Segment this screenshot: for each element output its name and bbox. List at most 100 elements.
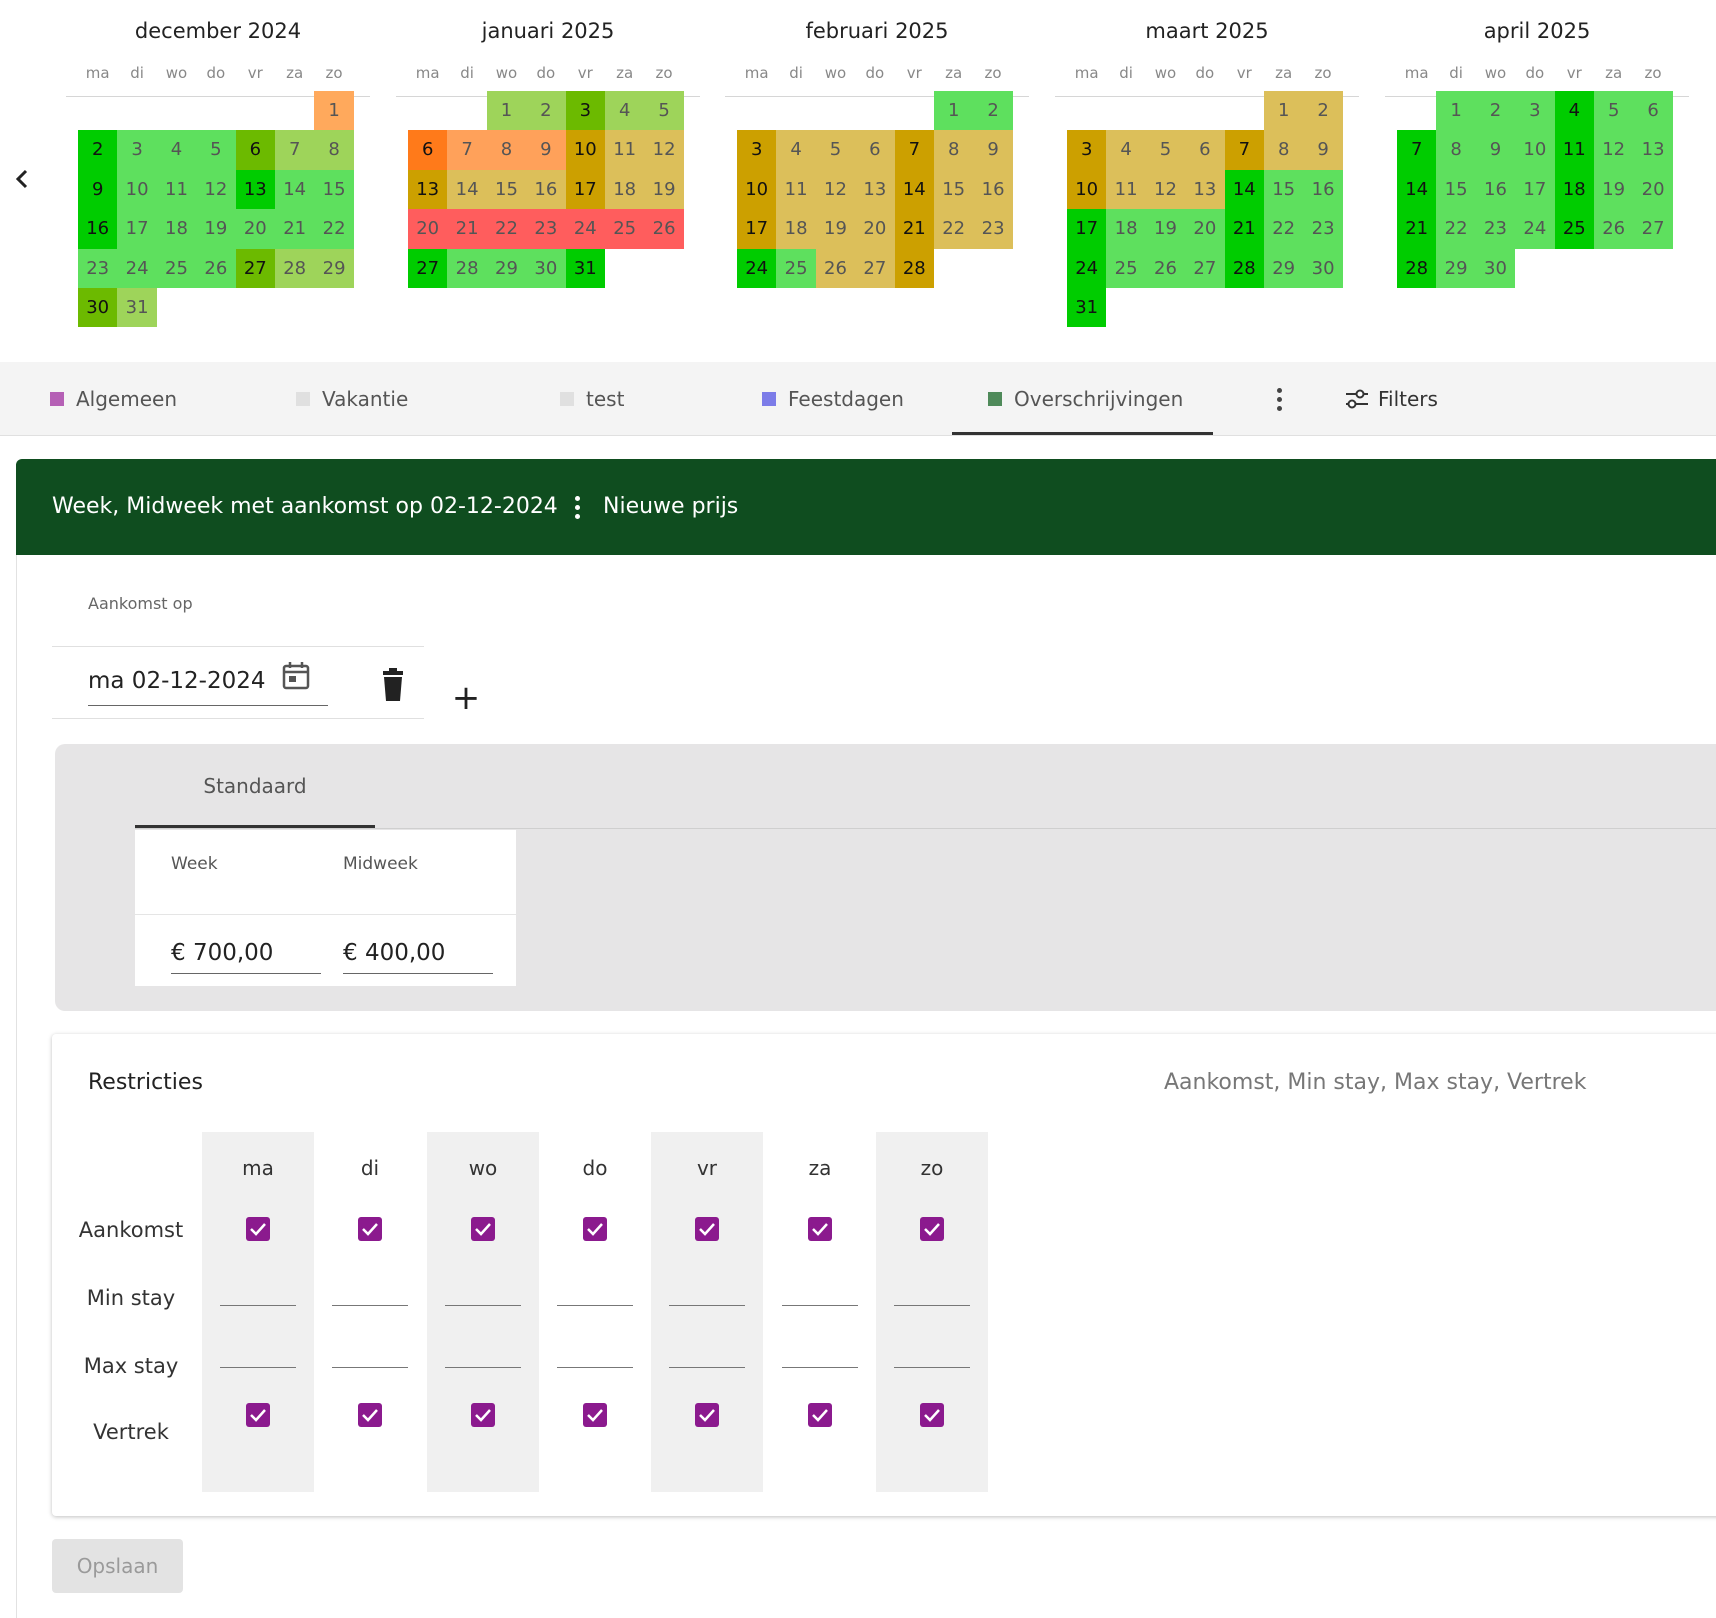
calendar-day[interactable]: 7 bbox=[447, 130, 487, 170]
calendar-day[interactable]: 27 bbox=[408, 248, 448, 288]
calendar-day[interactable]: 29 bbox=[486, 248, 527, 288]
calendar-day[interactable]: 18 bbox=[156, 209, 197, 249]
calendar-day[interactable]: 22 bbox=[934, 209, 974, 249]
calendar-day[interactable]: 16 bbox=[526, 169, 566, 210]
calendar-day[interactable]: 20 bbox=[1633, 169, 1673, 210]
calendar-day[interactable]: 12 bbox=[1594, 130, 1634, 170]
tab-algemeen[interactable]: Algemeen bbox=[50, 362, 177, 436]
arrival-checkbox[interactable] bbox=[246, 1217, 270, 1241]
calendar-day[interactable]: 12 bbox=[815, 169, 856, 210]
calendar-day[interactable]: 13 bbox=[1633, 130, 1673, 170]
calendar-day[interactable]: 7 bbox=[1397, 130, 1437, 170]
departure-checkbox[interactable] bbox=[920, 1403, 944, 1427]
tab-vakantie[interactable]: Vakantie bbox=[296, 362, 408, 436]
departure-checkbox[interactable] bbox=[583, 1403, 607, 1427]
panel-menu-button[interactable] bbox=[559, 459, 595, 555]
new-price-button[interactable]: Nieuwe prijs bbox=[603, 494, 739, 519]
calendar-day[interactable]: 18 bbox=[605, 169, 645, 210]
departure-checkbox[interactable] bbox=[808, 1403, 832, 1427]
calendar-day[interactable]: 19 bbox=[1145, 209, 1186, 249]
calendar-day[interactable]: 24 bbox=[565, 209, 605, 249]
calendar-day[interactable]: 14 bbox=[447, 169, 487, 210]
calendar-day[interactable]: 3 bbox=[117, 130, 157, 170]
min-stay-input[interactable] bbox=[894, 1276, 970, 1306]
calendar-day[interactable]: 13 bbox=[235, 169, 275, 210]
arrival-checkbox[interactable] bbox=[695, 1217, 719, 1241]
calendar-day[interactable]: 14 bbox=[1224, 169, 1264, 210]
calendar-day[interactable]: 9 bbox=[78, 169, 118, 210]
calendar-day[interactable]: 23 bbox=[78, 248, 118, 288]
calendar-day[interactable]: 12 bbox=[196, 169, 236, 210]
calendar-day[interactable]: 28 bbox=[1224, 248, 1264, 288]
calendar-day[interactable]: 17 bbox=[565, 169, 605, 210]
calendar-day[interactable]: 21 bbox=[447, 209, 487, 249]
tab-feestdagen[interactable]: Feestdagen bbox=[762, 362, 904, 436]
calendar-day[interactable]: 6 bbox=[1185, 130, 1225, 170]
calendar-day[interactable]: 24 bbox=[1515, 209, 1555, 249]
calendar-day[interactable]: 29 bbox=[1264, 248, 1304, 288]
calendar-day[interactable]: 22 bbox=[314, 209, 354, 249]
calendar-day[interactable]: 20 bbox=[855, 209, 895, 249]
calendar-day[interactable]: 25 bbox=[1554, 209, 1594, 249]
calendar-day[interactable]: 12 bbox=[1145, 169, 1186, 210]
max-stay-input[interactable] bbox=[445, 1338, 521, 1368]
calendar-day[interactable]: 9 bbox=[1475, 130, 1516, 170]
calendar-day[interactable]: 6 bbox=[235, 130, 275, 170]
calendar-day[interactable]: 3 bbox=[1067, 130, 1107, 170]
arrival-checkbox[interactable] bbox=[808, 1217, 832, 1241]
calendar-day[interactable]: 28 bbox=[447, 248, 487, 288]
max-stay-input[interactable] bbox=[557, 1338, 633, 1368]
calendar-day[interactable]: 14 bbox=[894, 169, 934, 210]
min-stay-input[interactable] bbox=[220, 1276, 296, 1306]
calendar-day[interactable]: 25 bbox=[1106, 248, 1146, 288]
calendar-day[interactable]: 19 bbox=[1594, 169, 1634, 210]
arrival-checkbox[interactable] bbox=[583, 1217, 607, 1241]
calendar-day[interactable]: 24 bbox=[117, 248, 157, 288]
midweek-price-input[interactable]: € 400,00 bbox=[343, 932, 493, 974]
min-stay-input[interactable] bbox=[782, 1276, 858, 1306]
calendar-day[interactable]: 6 bbox=[1633, 91, 1673, 131]
calendar-day[interactable]: 2 bbox=[526, 91, 566, 131]
calendar-day[interactable]: 11 bbox=[1106, 169, 1146, 210]
calendar-day[interactable]: 16 bbox=[973, 169, 1013, 210]
max-stay-input[interactable] bbox=[894, 1338, 970, 1368]
calendar-day[interactable]: 27 bbox=[855, 248, 895, 288]
calendar-day[interactable]: 16 bbox=[1475, 169, 1516, 210]
calendar-day[interactable]: 13 bbox=[408, 169, 448, 210]
calendar-day[interactable]: 26 bbox=[196, 248, 236, 288]
calendar-day[interactable]: 1 bbox=[1436, 91, 1476, 131]
calendar-day[interactable]: 4 bbox=[1554, 91, 1594, 131]
calendar-day[interactable]: 11 bbox=[605, 130, 645, 170]
calendar-day[interactable]: 19 bbox=[644, 169, 684, 210]
add-date-button[interactable]: + bbox=[451, 678, 481, 718]
max-stay-input[interactable] bbox=[332, 1338, 408, 1368]
calendar-day[interactable]: 12 bbox=[644, 130, 684, 170]
calendar-day[interactable]: 15 bbox=[934, 169, 974, 210]
calendar-day[interactable]: 22 bbox=[1436, 209, 1476, 249]
calendar-day[interactable]: 20 bbox=[235, 209, 275, 249]
calendar-day[interactable]: 20 bbox=[408, 209, 448, 249]
departure-checkbox[interactable] bbox=[358, 1403, 382, 1427]
calendar-day[interactable]: 31 bbox=[117, 288, 157, 328]
calendar-day[interactable]: 17 bbox=[1067, 209, 1107, 249]
calendar-day[interactable]: 10 bbox=[117, 169, 157, 210]
calendar-day[interactable]: 15 bbox=[486, 169, 527, 210]
calendar-day[interactable]: 15 bbox=[1264, 169, 1304, 210]
week-price-input[interactable]: € 700,00 bbox=[171, 932, 321, 974]
calendar-day[interactable]: 7 bbox=[1224, 130, 1264, 170]
tab-test[interactable]: test bbox=[560, 362, 624, 436]
calendar-day[interactable]: 3 bbox=[737, 130, 777, 170]
calendar-day[interactable]: 30 bbox=[78, 288, 118, 328]
calendar-day[interactable]: 10 bbox=[1515, 130, 1555, 170]
calendar-day[interactable]: 21 bbox=[894, 209, 934, 249]
departure-checkbox[interactable] bbox=[471, 1403, 495, 1427]
calendar-day[interactable]: 18 bbox=[776, 209, 816, 249]
calendar-day[interactable]: 26 bbox=[1594, 209, 1634, 249]
calendar-day[interactable]: 27 bbox=[235, 248, 275, 288]
calendar-day[interactable]: 9 bbox=[526, 130, 566, 170]
calendar-day[interactable]: 13 bbox=[1185, 169, 1225, 210]
calendar-day[interactable]: 28 bbox=[1397, 248, 1437, 288]
calendar-day[interactable]: 26 bbox=[815, 248, 856, 288]
calendar-day[interactable]: 5 bbox=[1594, 91, 1634, 131]
min-stay-input[interactable] bbox=[669, 1276, 745, 1306]
